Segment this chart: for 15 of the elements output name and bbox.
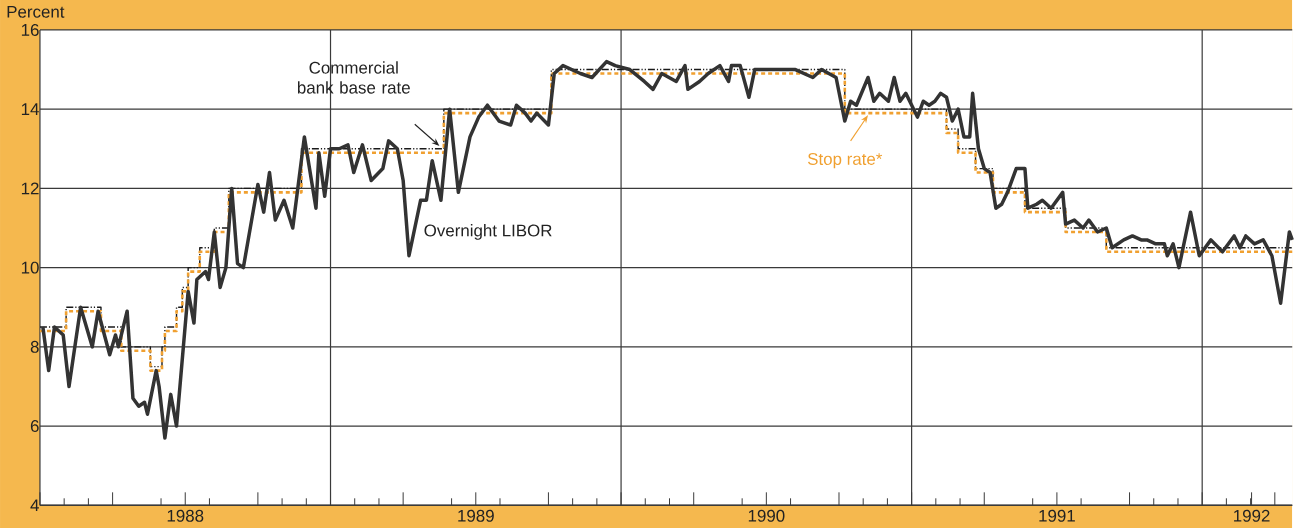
legend-label: Stop rate*	[807, 152, 883, 169]
series-label: Overnight LIBOR	[424, 223, 552, 240]
y-tick-label: 8	[30, 340, 39, 353]
x-tick-label: 1991	[1039, 509, 1075, 522]
x-tick-label: 1992	[1234, 509, 1270, 522]
x-tick-label: 1988	[167, 509, 204, 522]
y-axis-title: Percent	[7, 5, 65, 18]
y-tick-label: 12	[21, 182, 39, 195]
x-tick-label: 1990	[748, 509, 785, 522]
x-tick-label: 1989	[458, 509, 494, 522]
y-tick-label: 4	[30, 499, 39, 511]
y-tick-label: 6	[30, 419, 39, 432]
y-tick-label: 16	[21, 23, 39, 36]
y-tick-label: 14	[21, 103, 39, 115]
y-tick-label: 10	[21, 261, 39, 274]
